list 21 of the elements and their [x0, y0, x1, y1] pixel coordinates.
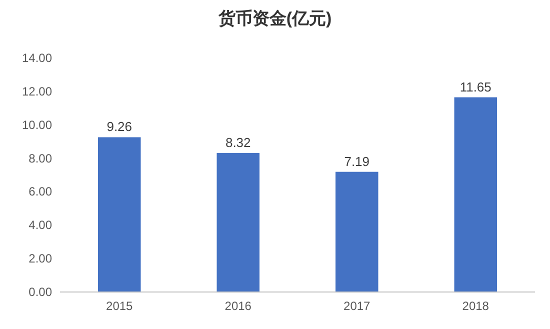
y-tick-label: 2.00	[28, 252, 52, 266]
y-tick-label: 6.00	[28, 184, 52, 199]
data-label: 9.26	[106, 119, 132, 134]
data-label: 11.65	[460, 79, 492, 94]
bar	[98, 137, 141, 292]
y-tick-label: 12.00	[22, 84, 52, 98]
bar	[216, 152, 260, 292]
bar	[454, 97, 497, 292]
y-tick-label: 14.00	[22, 51, 52, 65]
y-tick-label: 10.00	[22, 118, 52, 132]
y-tick-label: 8.00	[28, 151, 52, 166]
bar	[336, 172, 378, 292]
data-label: 8.32	[225, 134, 251, 150]
chart-title: 货币资金(亿元)	[217, 9, 332, 28]
x-tick-label: 2017	[344, 299, 371, 313]
data-label: 7.19	[344, 154, 370, 169]
x-tick-label: 2015	[106, 299, 134, 313]
x-tick-label: 2016	[224, 299, 252, 313]
y-tick-label: 4.00	[28, 218, 52, 232]
x-tick-label: 2018	[462, 299, 490, 313]
y-tick-label: 0.00	[28, 285, 52, 299]
